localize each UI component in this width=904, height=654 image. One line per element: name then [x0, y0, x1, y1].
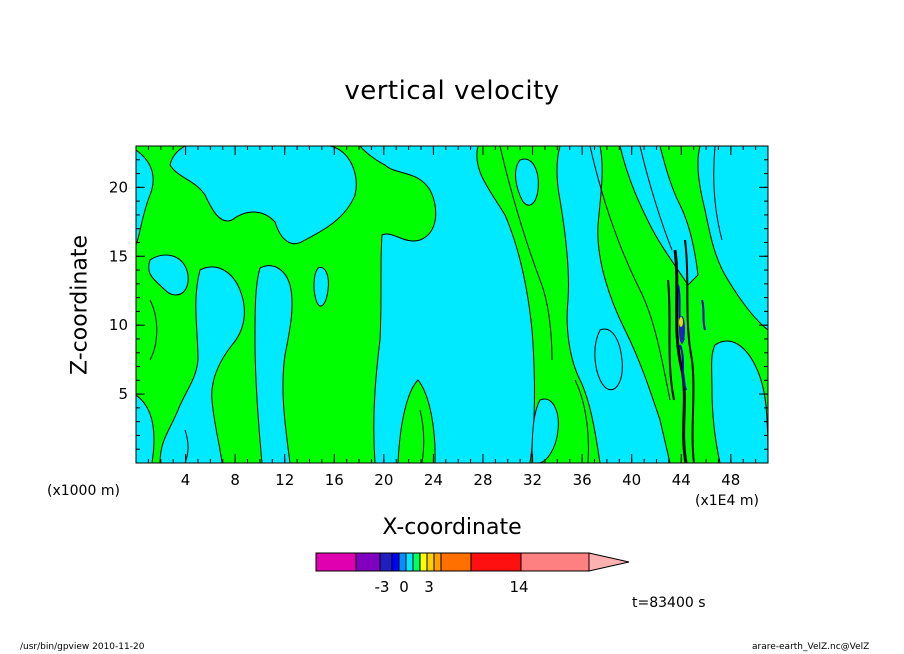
- colorbar-segment: [426, 552, 435, 572]
- colorbar-segment: [391, 552, 400, 572]
- colorbar-segment: [379, 552, 393, 572]
- colorbar-segment: [470, 552, 522, 572]
- colorbar-segment: [398, 552, 407, 572]
- x-tick-label: 40: [622, 471, 641, 489]
- x-tick-label: 24: [424, 471, 443, 489]
- x-tick-label: 12: [275, 471, 294, 489]
- chart-title: vertical velocity: [344, 76, 560, 106]
- colorbar-segment: [440, 552, 472, 572]
- footer-left: /usr/bin/gpview 2010-11-20: [20, 642, 145, 652]
- dark-contours: [667, 279, 675, 401]
- cyan-region: [136, 149, 154, 246]
- cyan-region: [594, 328, 623, 391]
- x-tick-label: 36: [573, 471, 592, 489]
- cyan-region: [531, 398, 559, 463]
- x-tick-label: 8: [230, 471, 240, 489]
- colorbar-label: -3: [375, 578, 390, 596]
- y-tick-label: 5: [118, 385, 128, 403]
- y-tick-label: 20: [109, 178, 128, 196]
- x-unit-left: (x1000 m): [47, 483, 120, 499]
- x-tick-label: 48: [721, 471, 740, 489]
- cyan-region: [515, 158, 539, 206]
- cyan-region: [556, 146, 671, 463]
- cyan-region: [697, 146, 768, 331]
- x-tick-label: 4: [181, 471, 191, 489]
- x-tick-label: 16: [325, 471, 344, 489]
- x-tick-label: 32: [523, 471, 542, 489]
- plot-area: [136, 146, 768, 463]
- colorbar-label: 3: [424, 578, 434, 596]
- convective-core: [667, 239, 706, 463]
- cyan-region: [148, 254, 189, 296]
- colorbar-segment: [405, 552, 414, 572]
- cyan-region: [359, 146, 535, 463]
- x-tick-label: 20: [374, 471, 393, 489]
- y-tick-label: 10: [109, 316, 128, 334]
- colorbar-segment: [433, 552, 442, 572]
- plot-frame: [135, 145, 769, 464]
- colorbar-segment: [520, 552, 590, 572]
- cyan-region: [159, 266, 245, 463]
- colorbar-label: 0: [399, 578, 409, 596]
- x-axis-label: X-coordinate: [382, 515, 522, 540]
- time-label: t=83400 s: [632, 595, 706, 611]
- contour-lines: [149, 146, 723, 463]
- colorbar: -3 0 3 14: [315, 552, 630, 596]
- blue-contours: [701, 299, 706, 331]
- x-tick-label: 28: [473, 471, 492, 489]
- y-tick-label: 15: [109, 247, 128, 265]
- x-tick-label: 44: [672, 471, 691, 489]
- colorbar-segment: [315, 552, 357, 572]
- colorbar-segment: [412, 552, 421, 572]
- yellow-core: [679, 317, 683, 327]
- colorbar-segment: [355, 552, 381, 572]
- x-unit-right: (x1E4 m): [695, 493, 759, 509]
- footer-right: arare-earth_VelZ.nc@VelZ: [752, 642, 870, 652]
- colorbar-segment: [419, 552, 428, 572]
- dark-contours: [684, 239, 695, 463]
- dark-contours: [673, 249, 688, 463]
- cyan-region: [313, 266, 329, 307]
- cyan-region: [169, 146, 357, 245]
- colorbar-label: 14: [509, 578, 528, 596]
- cyan-region: [254, 265, 293, 463]
- colorbar-arrow: [588, 552, 630, 572]
